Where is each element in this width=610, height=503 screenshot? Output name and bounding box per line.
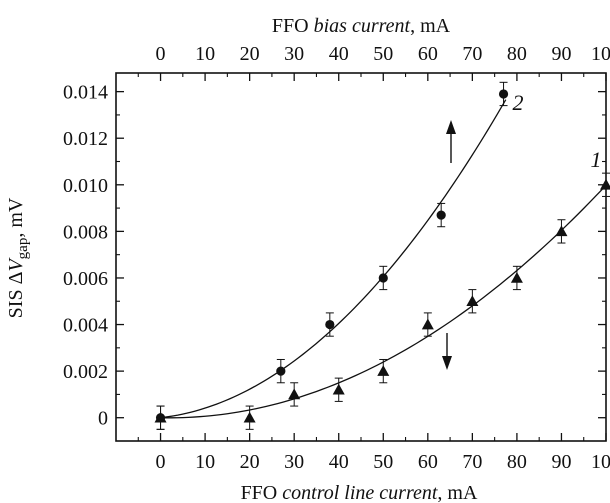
bottom-x-tick-label: 70	[462, 451, 482, 473]
bottom-x-tick-label: 0	[156, 451, 166, 473]
top-x-axis-title-prefix: FFO	[272, 15, 314, 37]
data-points	[154, 81, 610, 430]
data-point-series-1	[154, 411, 167, 423]
bottom-x-tick-label: 90	[551, 451, 571, 473]
top-x-tick-labels: 0 10 20 30 40 50 60 70 80 90 100	[156, 43, 610, 65]
y-axis-title-var: V	[5, 257, 27, 272]
data-point-series-1	[288, 388, 301, 400]
data-point-series-2	[276, 366, 286, 376]
top-x-tick-label: 40	[329, 43, 349, 65]
arrow-down-icon	[442, 333, 452, 370]
bottom-x-tick-label: 50	[373, 451, 393, 473]
bottom-x-tick-label: 20	[240, 451, 260, 473]
top-x-axis-title-emph: bias current	[314, 15, 411, 37]
arrow-up-icon	[446, 120, 456, 163]
top-x-tick-label: 100	[591, 43, 610, 65]
top-x-axis-title-suffix: , mA	[410, 15, 451, 37]
bottom-x-tick-label: 40	[329, 451, 349, 473]
bottom-x-tick-label: 30	[284, 451, 304, 473]
series-2-label: 2	[513, 90, 524, 115]
top-x-tick-label: 50	[373, 43, 393, 65]
y-tick-label: 0.012	[63, 128, 108, 150]
top-x-axis-title: FFO bias current, mA	[272, 15, 451, 37]
y-axis-title-prefix: SIS Δ	[5, 271, 27, 318]
y-tick-label: 0.008	[63, 221, 108, 243]
data-point-series-2	[325, 319, 335, 330]
top-x-tick-label: 10	[195, 43, 215, 65]
data-point-series-1	[510, 271, 523, 283]
top-x-tick-label: 20	[240, 43, 260, 65]
fit-curve-series-2	[160, 99, 507, 419]
y-tick-label: 0.002	[63, 361, 108, 383]
axis-ticks	[116, 73, 607, 441]
bottom-x-axis-title-suffix: , mA	[437, 482, 478, 503]
data-point-series-2	[436, 210, 446, 220]
bottom-x-axis-title: FFO control line current, mA	[241, 482, 478, 503]
data-point-series-1	[421, 318, 434, 330]
bottom-x-axis-title-prefix: FFO	[241, 482, 283, 503]
y-axis-title-suffix: , mV	[5, 197, 27, 238]
y-axis-title-sub: gap	[15, 238, 31, 260]
bottom-x-tick-label: 10	[195, 451, 215, 473]
data-point-series-1	[243, 411, 256, 423]
y-tick-labels: 0 0.002 0.004 0.006 0.008 0.010 0.012 0.014	[63, 82, 108, 430]
y-tick-label: 0.006	[63, 268, 108, 290]
data-point-series-2	[498, 89, 509, 99]
top-x-tick-label: 60	[418, 43, 438, 65]
bottom-x-tick-label: 80	[507, 451, 527, 473]
top-x-tick-label: 70	[462, 43, 482, 65]
y-tick-label: 0.010	[63, 175, 108, 197]
top-x-tick-label: 80	[507, 43, 527, 65]
y-tick-label: 0.014	[63, 82, 108, 104]
bottom-x-axis-title-emph: control line current	[282, 482, 438, 503]
series-1-label: 1	[591, 147, 602, 172]
y-tick-label: 0	[98, 408, 108, 430]
top-x-tick-label: 0	[156, 43, 166, 65]
data-point-series-2	[378, 273, 388, 283]
data-point-series-1	[600, 178, 610, 190]
bottom-x-tick-label: 100	[591, 451, 610, 473]
y-axis-title: SIS ΔVgap, mV	[5, 197, 31, 318]
data-point-series-1	[466, 295, 479, 307]
data-point-series-1	[555, 225, 568, 237]
y-tick-label: 0.004	[63, 315, 108, 337]
data-point-series-1	[332, 383, 345, 395]
bottom-x-tick-label: 60	[418, 451, 438, 473]
top-x-tick-label: 30	[284, 43, 304, 65]
top-x-tick-label: 90	[551, 43, 571, 65]
data-point-series-1	[377, 365, 390, 376]
bottom-x-tick-labels: 0 10 20 30 40 50 60 70 80 90 100	[156, 451, 610, 473]
